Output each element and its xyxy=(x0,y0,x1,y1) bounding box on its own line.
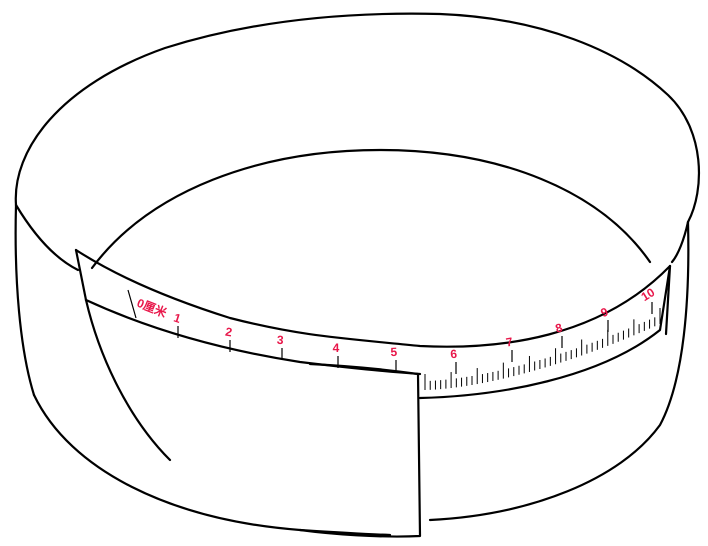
ruler-label: 2 xyxy=(224,325,233,340)
ruler-label: 8 xyxy=(554,320,565,335)
band-right-edge xyxy=(428,220,690,522)
ruler-bottom-edge xyxy=(84,298,422,376)
band-left-edge xyxy=(14,203,36,397)
ruler-zero-tick xyxy=(127,289,137,319)
band-inner-back-edge xyxy=(90,148,652,270)
band-inner-left-wall xyxy=(14,203,80,272)
ruler-zero-label: 0厘米 xyxy=(135,295,170,321)
ruler-label: 1 xyxy=(172,311,183,326)
ruler-left-end xyxy=(74,248,88,302)
ruler-major-ticks xyxy=(127,289,653,374)
ruler-label: 10 xyxy=(639,285,658,304)
band-bottom-edge xyxy=(32,393,392,537)
ruler-label: 3 xyxy=(276,333,284,347)
ruler-right-end xyxy=(664,264,672,336)
ruler-fine-ticks xyxy=(424,308,661,390)
ruler-label: 4 xyxy=(333,341,340,355)
band-outer-rim xyxy=(14,12,701,224)
ruler-label: 6 xyxy=(450,347,458,361)
front-flap xyxy=(298,362,422,538)
band-inner-right-wall xyxy=(670,220,690,264)
ruler-top-edge xyxy=(74,248,672,348)
ruler-label: 7 xyxy=(505,335,514,350)
ruler-label: 5 xyxy=(390,345,397,359)
band-overlap-line xyxy=(84,298,172,462)
ruler-right-lower-edge xyxy=(418,264,672,400)
